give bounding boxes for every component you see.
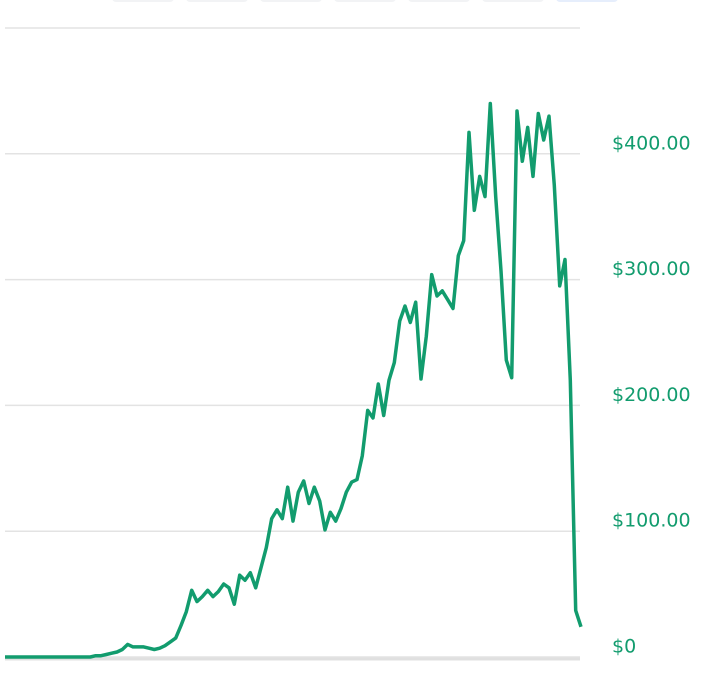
y-tick-label: $200.00	[612, 384, 691, 406]
y-tick-label: $400.00	[612, 132, 691, 154]
range-button[interactable]	[112, 0, 174, 2]
range-button[interactable]	[482, 0, 544, 2]
y-tick-label: $100.00	[612, 510, 691, 532]
range-button[interactable]	[334, 0, 396, 2]
y-tick-label: $300.00	[612, 258, 691, 280]
range-buttons	[112, 0, 618, 2]
range-button[interactable]	[408, 0, 470, 2]
range-button[interactable]	[260, 0, 322, 2]
price-line	[5, 101, 583, 659]
range-button[interactable]	[556, 0, 618, 2]
y-tick-label: $0	[612, 636, 636, 658]
range-button[interactable]	[186, 0, 248, 2]
